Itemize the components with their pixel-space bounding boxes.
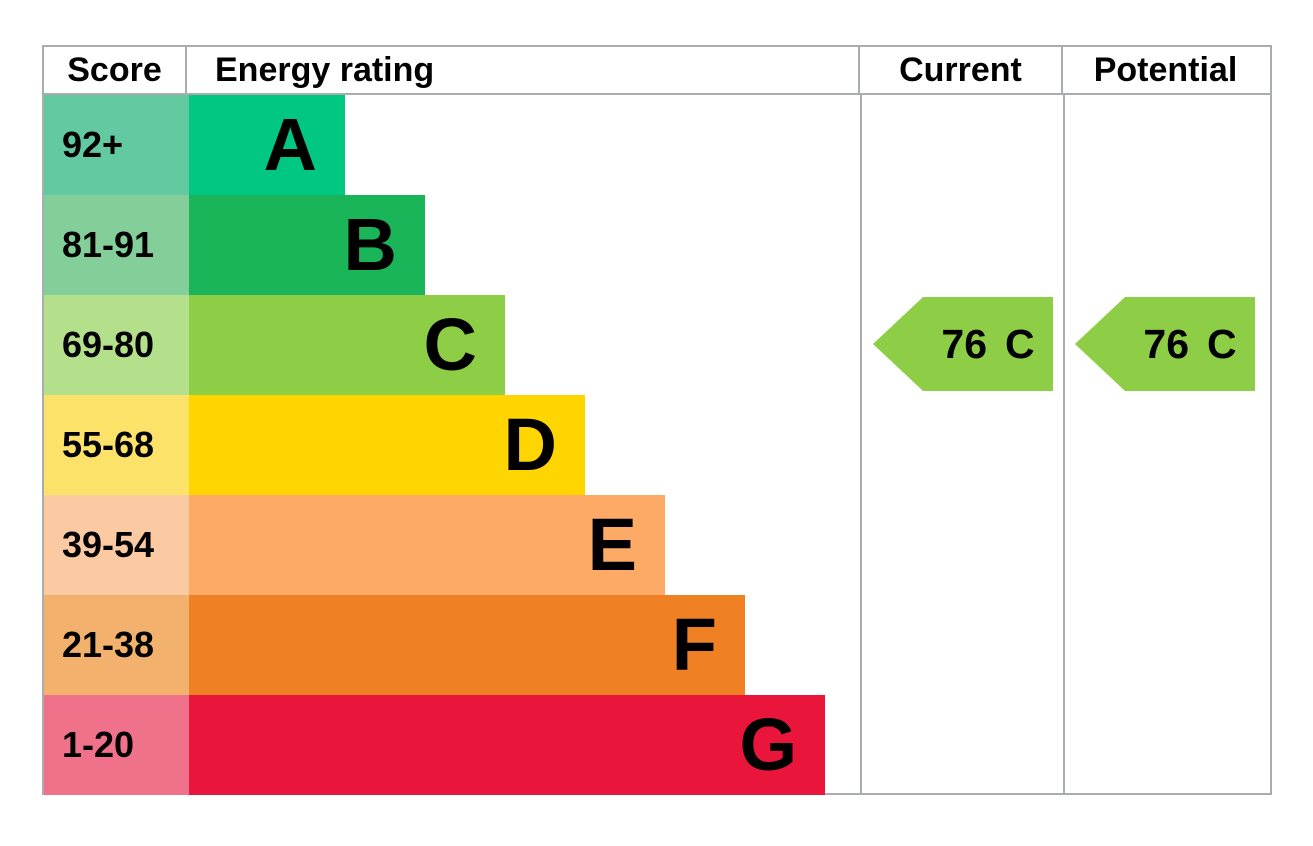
current-column-divider	[860, 95, 862, 795]
potential-rating-label: 76 C	[1125, 297, 1255, 391]
current-band-letter: C	[1005, 320, 1035, 367]
band-row-a: 92+ A	[44, 95, 1270, 195]
score-range-a: 92+	[44, 95, 189, 195]
score-range-f: 21-38	[44, 595, 189, 695]
band-row-f: 21-38 F	[44, 595, 1270, 695]
band-row-b: 81-91 B	[44, 195, 1270, 295]
score-range-d: 55-68	[44, 395, 189, 495]
current-rating-arrow: 76 C	[873, 297, 1053, 391]
band-bar-e: E	[189, 495, 665, 595]
score-range-e: 39-54	[44, 495, 189, 595]
score-range-b: 81-91	[44, 195, 189, 295]
current-column-header: Current	[858, 47, 1061, 93]
band-bar-d: D	[189, 395, 585, 495]
band-row-g: 1-20 G	[44, 695, 1270, 795]
current-rating-label: 76 C	[923, 297, 1053, 391]
score-range-c: 69-80	[44, 295, 189, 395]
current-arrow-shape	[873, 297, 1053, 391]
band-row-c: 69-80 C	[44, 295, 1270, 395]
score-column-header: Score	[44, 47, 187, 93]
left-arrow-icon	[1075, 297, 1255, 391]
band-bar-a: A	[189, 95, 345, 195]
epc-table: Score Energy rating Current Potential 92…	[42, 45, 1272, 795]
band-bar-f: F	[189, 595, 745, 695]
left-arrow-icon	[873, 297, 1053, 391]
current-score-value: 76	[941, 320, 987, 367]
score-range-g: 1-20	[44, 695, 189, 795]
potential-column-header: Potential	[1061, 47, 1268, 93]
band-bar-b: B	[189, 195, 425, 295]
potential-arrow-shape	[1075, 297, 1255, 391]
potential-band-letter: C	[1207, 320, 1237, 367]
potential-rating-arrow: 76 C	[1075, 297, 1255, 391]
band-row-e: 39-54 E	[44, 495, 1270, 595]
table-header: Score Energy rating Current Potential	[44, 47, 1270, 95]
potential-score-value: 76	[1143, 320, 1189, 367]
potential-column-divider	[1063, 95, 1065, 795]
rating-bands: 92+ A 81-91 B 69-80 C 55-68 D 39-54 E 21…	[44, 95, 1270, 795]
energy-rating-column-header: Energy rating	[215, 51, 435, 89]
band-row-d: 55-68 D	[44, 395, 1270, 495]
band-bar-c: C	[189, 295, 505, 395]
band-bar-g: G	[189, 695, 825, 795]
